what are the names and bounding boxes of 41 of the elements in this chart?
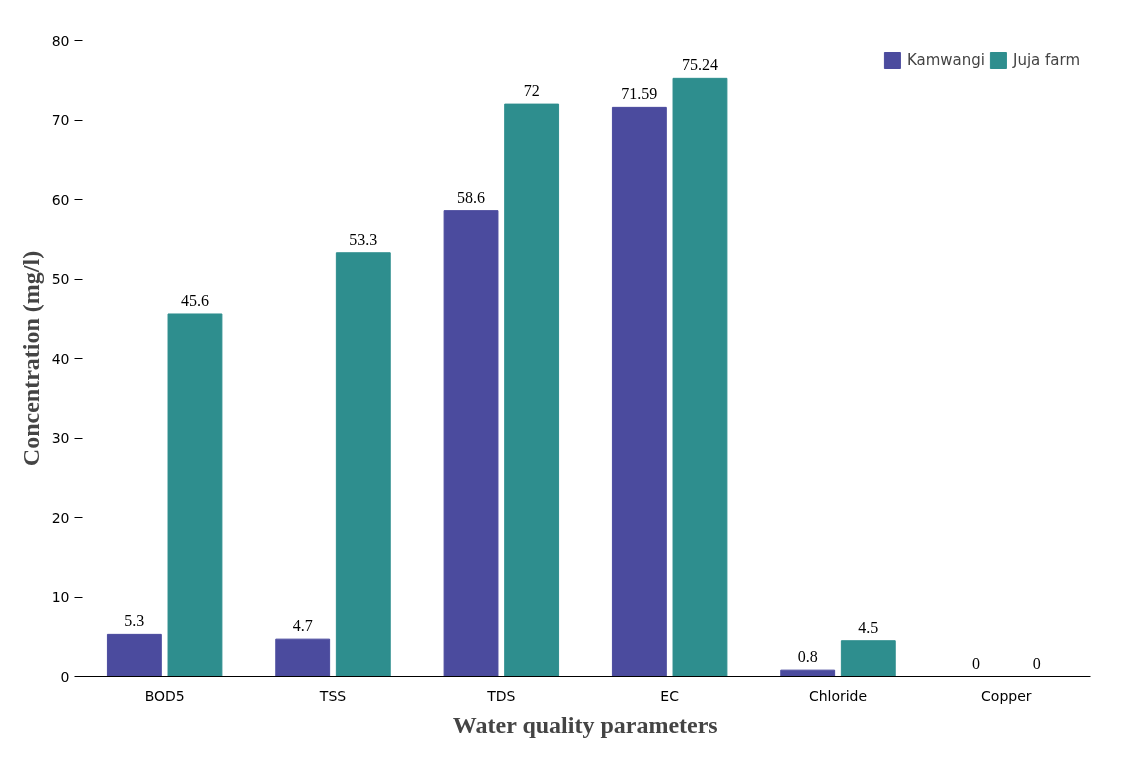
x-tick-label: EC <box>660 687 680 704</box>
y-tick-label: 30 <box>51 430 70 446</box>
y-tick-label: 60 <box>51 191 70 208</box>
data-label: 4.7 <box>292 617 313 635</box>
bar <box>780 669 836 677</box>
data-label: 58.6 <box>457 188 486 206</box>
bar <box>106 633 162 677</box>
y-tick-label: 40 <box>51 350 70 367</box>
bar <box>611 106 667 677</box>
x-tick-label: Copper <box>981 687 1032 704</box>
y-tick-label: 80 <box>51 32 70 49</box>
y-axis-title: Concentration (mg/l) <box>17 250 44 467</box>
x-tick-label: TDS <box>486 687 516 704</box>
data-label: 71.59 <box>621 85 658 103</box>
x-tick-label: TSS <box>318 687 347 704</box>
data-label: 0 <box>1032 654 1041 672</box>
bar <box>335 252 391 677</box>
data-label: 72 <box>523 82 540 100</box>
y-tick-label: 70 <box>51 112 70 128</box>
data-label: 0 <box>972 654 981 672</box>
x-tick-label: Chloride <box>808 687 868 704</box>
y-tick-label: 50 <box>51 271 70 287</box>
data-label: 45.6 <box>180 291 209 309</box>
y-tick-label: 20 <box>51 509 70 526</box>
legend-label: Kamwangi <box>906 51 985 69</box>
x-axis-title: Water quality parameters <box>452 711 718 738</box>
bar <box>275 638 331 677</box>
bar <box>504 103 560 677</box>
bar <box>840 640 896 677</box>
y-tick-label: 10 <box>51 589 70 605</box>
legend-label: Juja farm <box>1012 51 1080 69</box>
data-label: 0.8 <box>797 648 818 666</box>
bar <box>443 210 499 677</box>
data-label: 4.5 <box>858 618 879 636</box>
data-label: 53.3 <box>349 230 378 248</box>
y-tick-label: 0 <box>60 668 70 685</box>
bar <box>167 313 223 677</box>
data-label: 75.24 <box>681 56 718 74</box>
bar <box>672 77 728 677</box>
data-label: 5.3 <box>124 612 145 630</box>
x-tick-label: BOD5 <box>144 687 185 704</box>
